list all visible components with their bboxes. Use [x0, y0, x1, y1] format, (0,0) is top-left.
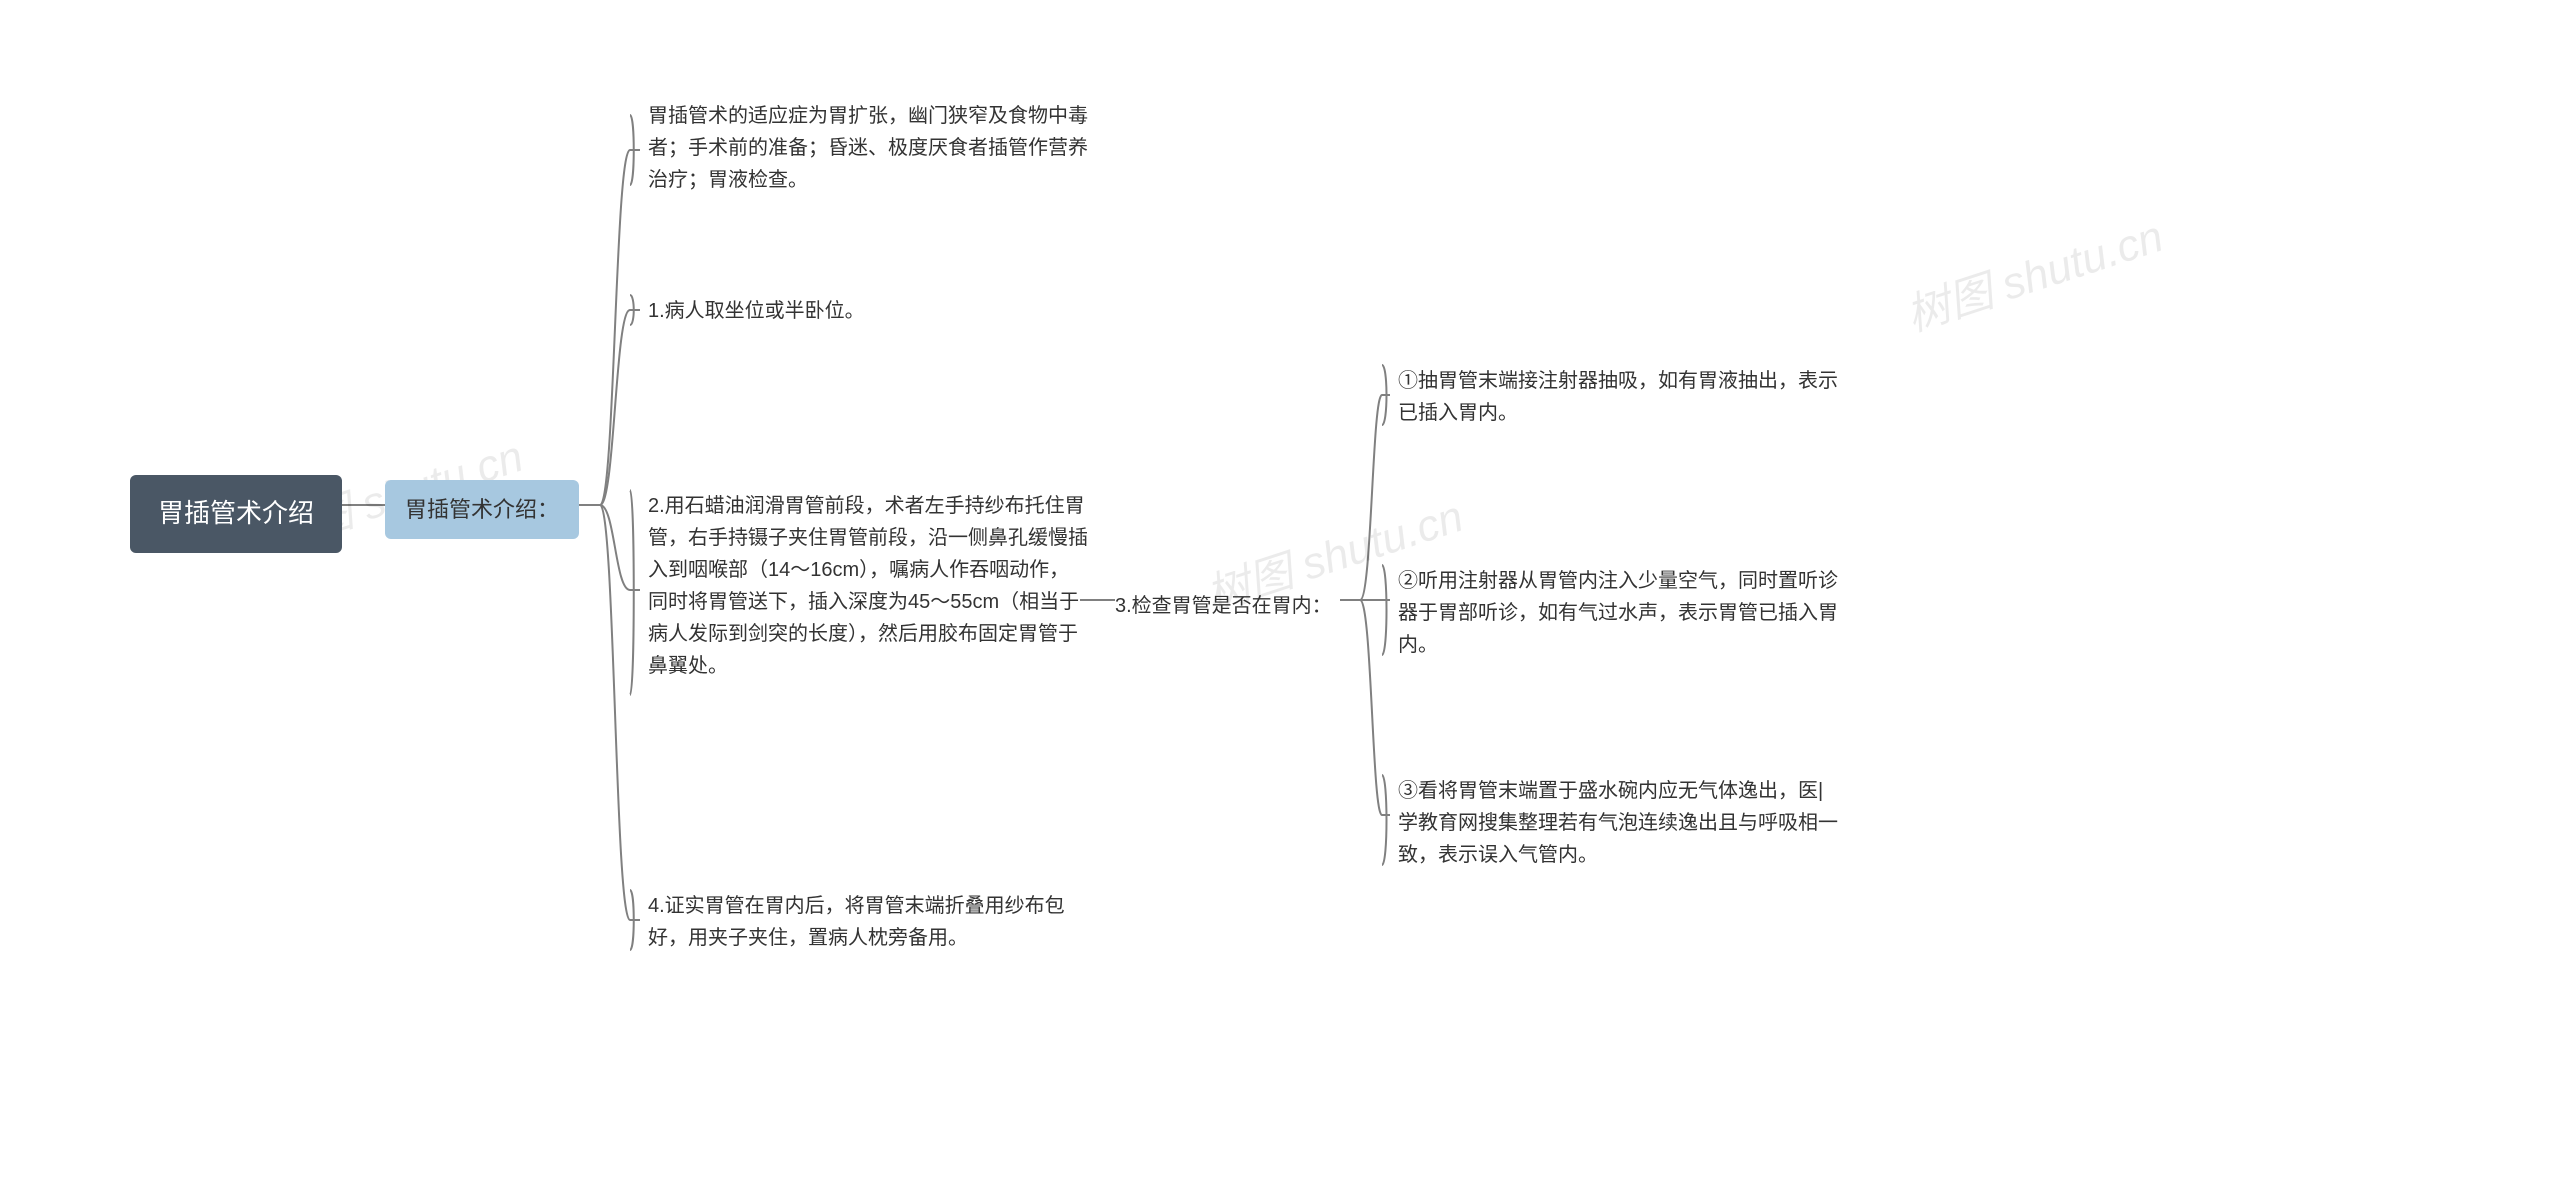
node-check1[interactable]: ①抽胃管末端接注射器抽吸，如有胃液抽出，表示已插入胃内。 — [1398, 365, 1838, 429]
node-step3[interactable]: 3.检查胃管是否在胃内： — [1115, 590, 1332, 622]
node-check2[interactable]: ②听用注射器从胃管内注入少量空气，同时置听诊器于胃部听诊，如有气过水声，表示胃管… — [1398, 565, 1838, 661]
level1-node[interactable]: 胃插管术介绍： — [385, 480, 579, 539]
node-step2[interactable]: 2.用石蜡油润滑胃管前段，术者左手持纱布托住胃管，右手持镊子夹住胃管前段，沿一侧… — [648, 490, 1088, 682]
node-step1[interactable]: 1.病人取坐位或半卧位。 — [648, 295, 865, 327]
node-step4[interactable]: 4.证实胃管在胃内后，将胃管末端折叠用纱布包好，用夹子夹住，置病人枕旁备用。 — [648, 890, 1088, 954]
watermark: 树图 shutu.cn — [1897, 200, 2170, 343]
root-node[interactable]: 胃插管术介绍 — [130, 475, 342, 553]
mindmap-canvas: 树图 shutu.cn 树图 shutu.cn 树图 shutu.cn 胃插管术… — [0, 0, 2560, 1203]
node-check3[interactable]: ③看将胃管末端置于盛水碗内应无气体逸出，医|学教育网搜集整理若有气泡连续逸出且与… — [1398, 775, 1838, 871]
node-indications[interactable]: 胃插管术的适应症为胃扩张，幽门狭窄及食物中毒者；手术前的准备；昏迷、极度厌食者插… — [648, 100, 1088, 196]
